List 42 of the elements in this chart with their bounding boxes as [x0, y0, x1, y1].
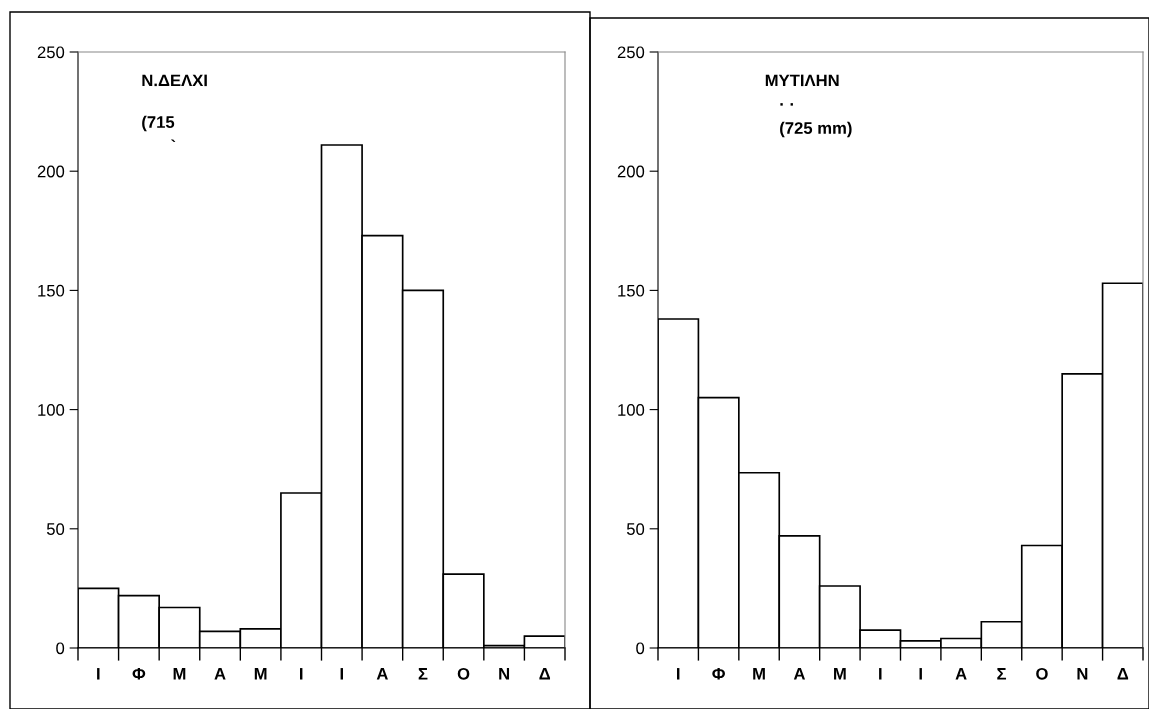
x-tick-label: Α [793, 668, 806, 680]
annotation: (715 [142, 115, 175, 132]
x-tick-label: Ν [499, 668, 510, 680]
x-tick-label: Φ [712, 667, 725, 680]
x-tick-label: Α [376, 668, 388, 680]
x-tick-label: Δ [539, 668, 551, 680]
x-tick-label: Ν [1077, 668, 1088, 680]
x-tick-label: Σ [418, 668, 428, 680]
x-tick-label: Ι [919, 668, 922, 680]
x-tick-label: Δ [1117, 668, 1129, 680]
x-tick-label: Ι [97, 668, 100, 680]
annotation: Ν.ΔΕΛΧΙ [142, 74, 207, 87]
annotation: · · [780, 103, 793, 106]
y-tick-label: 50 [46, 523, 65, 535]
x-tick-label: Ο [1036, 667, 1048, 680]
y-tick-label: 150 [618, 284, 645, 297]
annotation: (725 mm) [780, 121, 852, 138]
annotation: ` [171, 139, 176, 143]
x-tick-label: Σ [997, 668, 1007, 680]
x-tick-label: Μ [753, 668, 765, 680]
y-tick-label: 250 [617, 46, 645, 59]
annotation: ΜΥΤΙΛΗΝ [765, 74, 839, 87]
y-tick-label: 150 [38, 284, 65, 297]
y-tick-label: 0 [56, 642, 65, 655]
y-tick-label: 100 [38, 404, 65, 416]
y-tick-label: 0 [636, 642, 645, 655]
x-tick-label: Α [955, 668, 967, 680]
x-tick-label: Φ [132, 667, 146, 680]
x-tick-label: Μ [254, 668, 267, 680]
x-tick-label: Ι [677, 668, 680, 680]
x-tick-label: Μ [834, 668, 846, 680]
x-tick-label: Α [214, 668, 226, 680]
y-tick-label: 200 [37, 165, 65, 178]
y-tick-label: 250 [37, 46, 65, 59]
x-tick-label: Ι [300, 668, 303, 680]
y-tick-label: 200 [617, 165, 645, 178]
x-tick-label: Μ [173, 668, 186, 680]
y-tick-label: 100 [618, 404, 645, 416]
x-tick-label: Ο [457, 667, 470, 680]
y-tick-label: 50 [626, 523, 645, 535]
x-tick-label: Ι [879, 668, 882, 680]
x-tick-label: Ι [340, 668, 343, 680]
